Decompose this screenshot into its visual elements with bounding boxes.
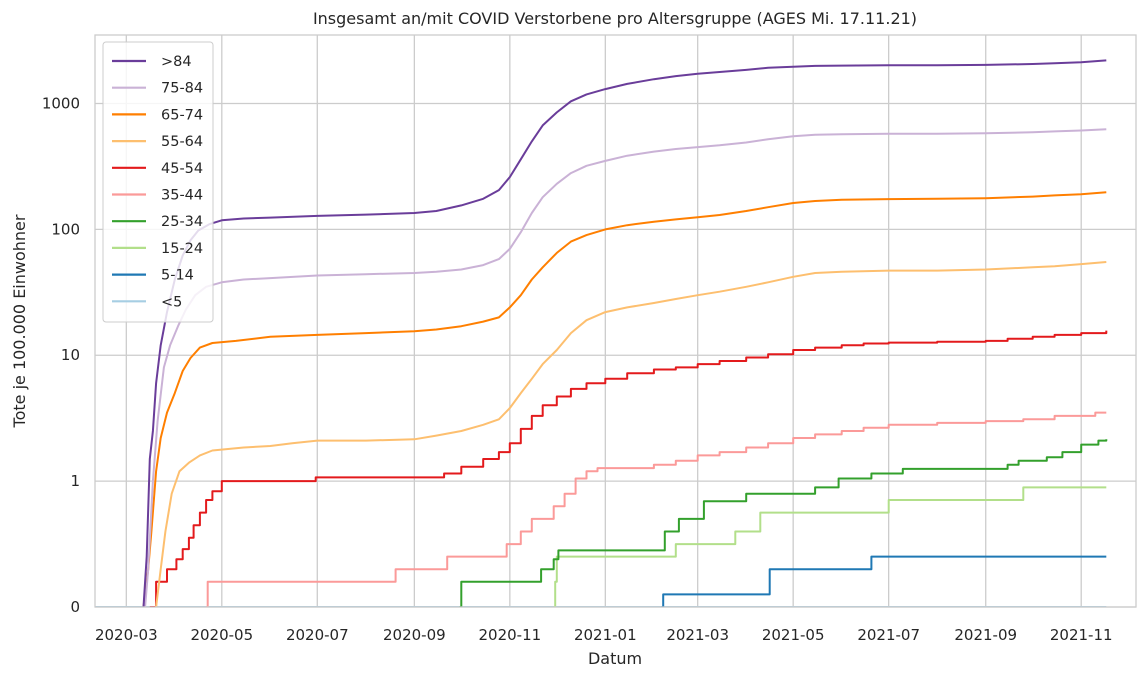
legend-label-5-14: 5-14 xyxy=(161,268,194,284)
chart-title: Insgesamt an/mit COVID Verstorbene pro A… xyxy=(313,9,917,28)
legend-label-45-54: 45-54 xyxy=(161,161,203,177)
legend-box xyxy=(102,41,214,323)
legend-label-gt84: >84 xyxy=(161,54,192,70)
legend: >84 75-84 65-74 55-64 45-54 35-44 25-34 15-24 5-… xyxy=(102,41,214,323)
series-line-15-24 xyxy=(553,486,1107,607)
x-tick-label-2021-01: 2021-01 xyxy=(574,626,637,644)
legend-label-55-64: 55-64 xyxy=(161,134,203,150)
legend-label-75-84: 75-84 xyxy=(161,81,203,97)
x-tick-label-2021-07: 2021-07 xyxy=(857,626,920,644)
legend-label-lt5: <5 xyxy=(161,294,182,310)
y-tick-label-1000: 1000 xyxy=(42,94,80,112)
y-tick-label-0: 0 xyxy=(70,598,80,616)
series-line-65-74 xyxy=(142,191,1107,607)
x-tick-label-2020-03: 2020-03 xyxy=(95,626,158,644)
series-lines xyxy=(95,59,1108,607)
series-line-55-64 xyxy=(155,261,1107,607)
x-tick-label-2021-11: 2021-11 xyxy=(1050,626,1113,644)
x-tick-label-2020-09: 2020-09 xyxy=(383,626,446,644)
y-tick-label-10: 10 xyxy=(61,346,80,364)
series-line-25-34 xyxy=(459,439,1108,607)
y-axis-ticks: 0 1 10 100 1000 xyxy=(42,94,80,616)
x-tick-label-2020-07: 2020-07 xyxy=(286,626,349,644)
x-tick-label-2021-09: 2021-09 xyxy=(954,626,1017,644)
plot-frame xyxy=(94,34,1137,608)
series-line-45-54 xyxy=(149,330,1108,607)
x-axis-title: Datum xyxy=(588,649,642,668)
series-line-5-14 xyxy=(661,555,1107,607)
legend-label-15-24: 15-24 xyxy=(161,241,203,257)
x-tick-label-2020-11: 2020-11 xyxy=(478,626,541,644)
x-tick-label-2021-03: 2021-03 xyxy=(666,626,729,644)
grid xyxy=(95,35,1136,608)
legend-label-25-34: 25-34 xyxy=(161,214,203,230)
legend-label-65-74: 65-74 xyxy=(161,107,203,123)
legend-label-35-44: 35-44 xyxy=(161,188,203,204)
series-line-75-84 xyxy=(144,128,1107,607)
series-line-gt84 xyxy=(142,59,1107,607)
y-axis-title: Tote je 100.000 Einwohner xyxy=(10,214,29,428)
x-axis-ticks: 2020-03 2020-05 2020-07 2020-09 2020-11 2021-… xyxy=(95,626,1113,644)
series-line-35-44 xyxy=(206,411,1107,607)
y-tick-label-1: 1 xyxy=(70,472,80,490)
x-tick-label-2021-05: 2021-05 xyxy=(762,626,825,644)
x-tick-label-2020-05: 2020-05 xyxy=(190,626,253,644)
y-tick-label-100: 100 xyxy=(51,220,80,238)
